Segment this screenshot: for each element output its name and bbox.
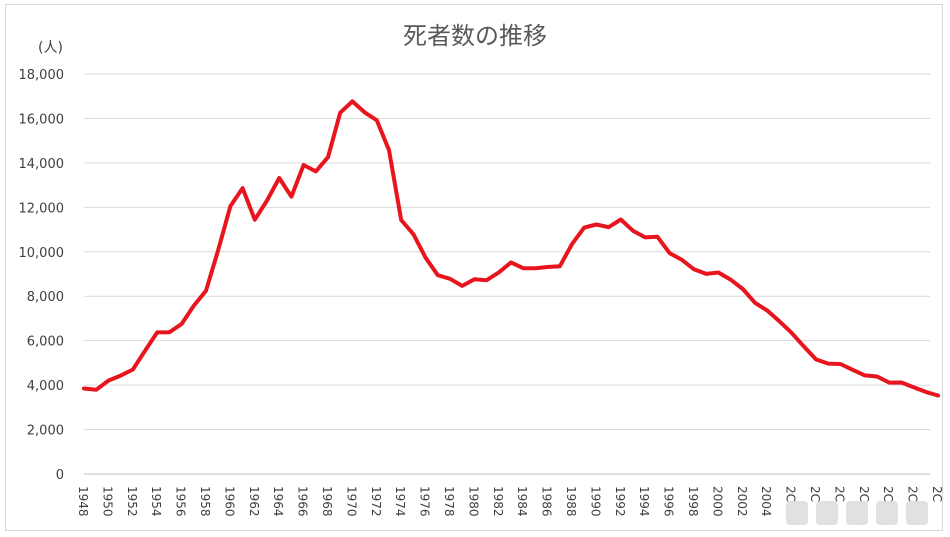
x-tick-label: 1952 — [125, 486, 139, 517]
x-tick-label: 1980 — [466, 486, 480, 517]
y-tick-label: 8,000 — [27, 290, 64, 305]
x-tick-label: 1978 — [442, 486, 456, 517]
y-tick-label: 6,000 — [27, 335, 64, 350]
x-tick-label: 2002 — [735, 486, 749, 517]
x-tick-label: 1994 — [637, 486, 651, 517]
x-tick-label: 1992 — [613, 486, 627, 517]
y-tick-label: 18,000 — [19, 68, 65, 83]
x-tick-label: 2C — [784, 486, 798, 502]
x-tick-label: 1960 — [222, 486, 236, 517]
x-tick-label: 1982 — [491, 486, 505, 517]
x-tick-label: 1964 — [271, 486, 285, 517]
x-tick-label: 1962 — [247, 486, 261, 517]
x-tick-labels: 1948 1950 1952 1954 1956 1958 1960 1962 1964 1966… — [76, 486, 944, 517]
x-tick-label: 2C — [906, 486, 920, 502]
y-tick-labels: 0 2,000 4,000 6,000 8,000 10,000 12,000 14,000 1… — [19, 68, 65, 483]
chart-title: 死者数の推移 — [403, 22, 547, 50]
x-tick-label: 1948 — [76, 486, 90, 517]
watermark-glyph — [846, 501, 868, 525]
y-tick-label: 0 — [56, 468, 64, 483]
y-tick-label: 10,000 — [19, 246, 65, 261]
x-tick-label: 1988 — [564, 486, 578, 517]
x-tick-label: 2004 — [759, 486, 773, 517]
y-tick-label: 2,000 — [27, 424, 64, 439]
x-tick-label: 2C — [832, 486, 846, 502]
y-axis-unit-label: (人) — [38, 40, 63, 56]
y-tick-label: 12,000 — [19, 201, 65, 216]
x-tick-label: 1990 — [588, 486, 602, 517]
gridlines — [84, 73, 930, 475]
series-line — [82, 99, 940, 398]
x-tick-label: 2000 — [710, 486, 724, 517]
watermark — [786, 501, 936, 527]
x-tick-label: 1972 — [369, 486, 383, 517]
x-tick-label: 2C — [808, 486, 822, 502]
y-tick-label: 16,000 — [19, 112, 65, 127]
x-tick-label: 1958 — [198, 486, 212, 517]
plot-area — [82, 99, 940, 398]
x-tick-label: 1968 — [320, 486, 334, 517]
x-tick-label: 1984 — [515, 486, 529, 517]
x-tick-label: 2C — [881, 486, 895, 502]
x-tick-label: 1998 — [686, 486, 700, 517]
y-tick-label: 14,000 — [19, 157, 65, 172]
x-tick-label: 1976 — [418, 486, 432, 517]
x-tick-label: 1986 — [540, 486, 554, 517]
watermark-glyph — [786, 501, 808, 525]
x-tick-label: 2C — [930, 486, 944, 502]
x-tick-label: 1996 — [662, 486, 676, 517]
x-tick-label: 1966 — [296, 486, 310, 517]
y-tick-label: 4,000 — [27, 379, 64, 394]
x-tick-label: 1974 — [393, 486, 407, 517]
x-tick-label: 1954 — [149, 486, 163, 517]
watermark-glyph — [816, 501, 838, 525]
x-tick-label: 2C — [857, 486, 871, 502]
watermark-glyph — [906, 501, 928, 525]
watermark-glyph — [876, 501, 898, 525]
chart-frame — [5, 4, 943, 531]
x-tick-label: 1950 — [100, 486, 114, 517]
x-tick-label: 1956 — [174, 486, 188, 517]
x-tick-label: 1970 — [344, 486, 358, 517]
